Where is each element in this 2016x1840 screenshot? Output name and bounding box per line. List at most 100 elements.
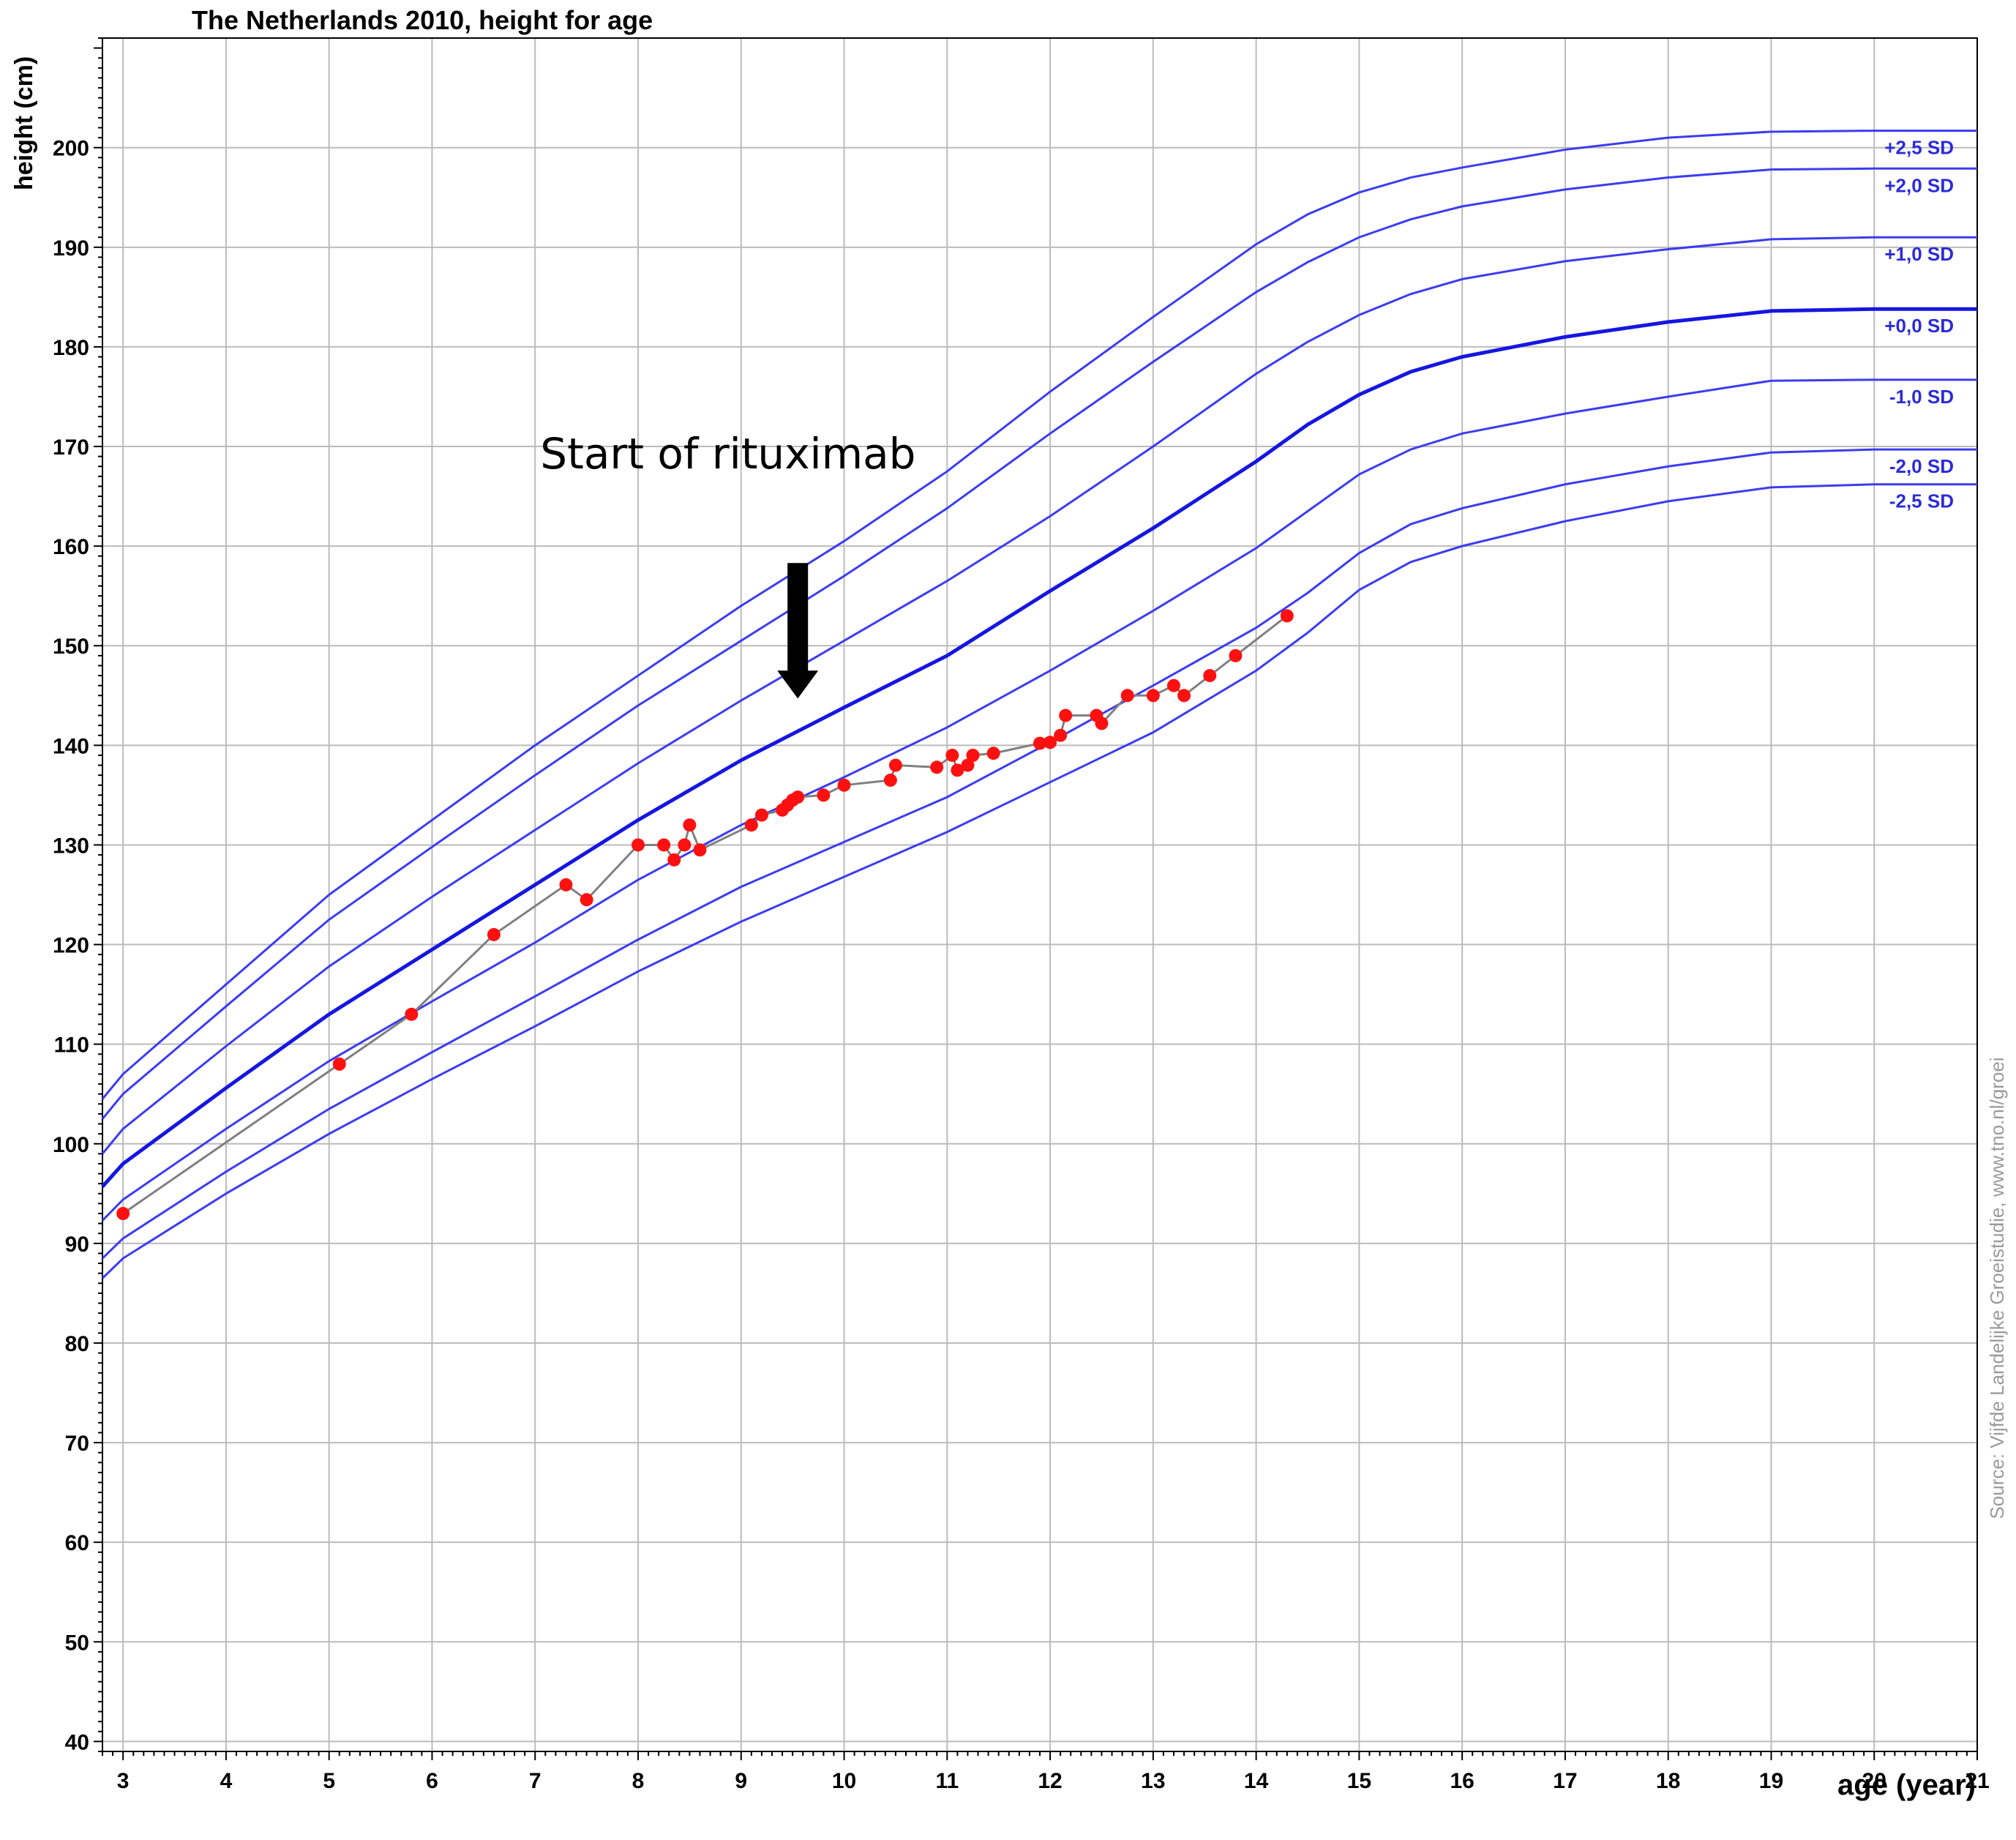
y-tick-label: 200 bbox=[53, 137, 89, 161]
sd-curve bbox=[101, 130, 1977, 1100]
data-point bbox=[744, 818, 758, 832]
data-point bbox=[791, 790, 805, 804]
sd-curve-label: -2,0 SD bbox=[1889, 455, 1954, 477]
data-point bbox=[1177, 689, 1191, 703]
y-tick-label: 90 bbox=[65, 1233, 89, 1257]
x-tick-label: 12 bbox=[1038, 1769, 1062, 1793]
x-tick-label: 18 bbox=[1656, 1769, 1680, 1793]
data-point bbox=[986, 747, 1000, 760]
data-point bbox=[487, 927, 501, 941]
x-tick-label: 11 bbox=[935, 1769, 959, 1793]
x-tick-label: 3 bbox=[117, 1769, 130, 1793]
source-credit: Source: Vijfde Landelijke Groeistudie, w… bbox=[1986, 1057, 2008, 1519]
x-tick-label: 20 bbox=[1862, 1769, 1886, 1793]
y-tick-label: 150 bbox=[53, 635, 89, 659]
annotation-group: Start of rituximab bbox=[540, 429, 916, 699]
x-tick-label: 4 bbox=[220, 1769, 233, 1793]
sd-labels: +2,5 SD +2,0 SD +1,0 SD +0,0 SD -1,0 SD -2,0 … bbox=[1884, 137, 1954, 512]
data-point bbox=[754, 808, 768, 822]
x-tick-label: 16 bbox=[1450, 1769, 1474, 1793]
x-tick-label: 13 bbox=[1141, 1769, 1165, 1793]
y-tick-label: 50 bbox=[65, 1631, 89, 1655]
sd-curve-label: +2,0 SD bbox=[1884, 174, 1954, 196]
sd-curve-label: +2,5 SD bbox=[1884, 137, 1954, 159]
y-tick-label: 190 bbox=[53, 236, 89, 261]
x-tick-label: 5 bbox=[323, 1769, 335, 1793]
data-point bbox=[580, 893, 593, 907]
data-point bbox=[817, 788, 831, 802]
data-point bbox=[657, 838, 671, 852]
data-point bbox=[1043, 736, 1057, 749]
data-point bbox=[1146, 689, 1160, 703]
y-tick-label: 130 bbox=[53, 834, 89, 858]
sd-curve bbox=[101, 307, 1977, 1188]
annotation-arrow bbox=[777, 563, 819, 699]
x-tick-label: 15 bbox=[1347, 1769, 1371, 1793]
x-tick-label: 10 bbox=[832, 1769, 856, 1793]
data-point bbox=[683, 818, 697, 832]
data-point bbox=[1280, 609, 1294, 623]
data-point bbox=[1229, 648, 1243, 662]
data-point bbox=[888, 758, 902, 772]
data-point bbox=[405, 1007, 419, 1021]
data-point bbox=[1167, 678, 1180, 692]
data-point bbox=[332, 1057, 346, 1071]
chart-title: The Netherlands 2010, height for age bbox=[192, 5, 653, 35]
y-tick-labels: 40 50 60 70 80 90 100 110 120 130 140 150 160 170 180 1… bbox=[53, 137, 89, 1755]
data-point bbox=[1054, 728, 1068, 742]
data-point bbox=[966, 748, 980, 762]
sd-curve-label: +0,0 SD bbox=[1884, 315, 1954, 337]
x-tick-label: 21 bbox=[1965, 1769, 1989, 1793]
axis-ticks bbox=[94, 37, 1978, 1760]
sd-curve-label: -2,5 SD bbox=[1889, 490, 1954, 512]
y-tick-label: 160 bbox=[53, 535, 89, 559]
y-tick-label: 80 bbox=[65, 1332, 89, 1356]
x-tick-label: 7 bbox=[529, 1769, 542, 1793]
data-point bbox=[1033, 736, 1046, 750]
x-tick-labels: 3 4 5 6 7 8 9 10 11 12 13 14 15 16 17 18 19 20 21 bbox=[117, 1769, 1990, 1793]
measurement-series bbox=[116, 609, 1294, 1221]
y-tick-label: 70 bbox=[65, 1432, 89, 1456]
data-point bbox=[693, 843, 707, 857]
sd-curve bbox=[101, 167, 1977, 1120]
data-point bbox=[945, 748, 959, 762]
y-axis-label: height (cm) bbox=[10, 56, 38, 190]
x-tick-label: 14 bbox=[1244, 1769, 1269, 1793]
x-tick-label: 8 bbox=[632, 1769, 645, 1793]
data-point bbox=[116, 1207, 130, 1221]
x-tick-label: 19 bbox=[1759, 1769, 1783, 1793]
data-point bbox=[883, 773, 897, 787]
sd-curve-label: +1,0 SD bbox=[1884, 243, 1954, 265]
x-axis-label: age (year) bbox=[1837, 1769, 1976, 1801]
y-tick-label: 60 bbox=[65, 1531, 89, 1555]
annotation-label: Start of rituximab bbox=[540, 429, 915, 479]
x-tick-label: 9 bbox=[735, 1769, 747, 1793]
x-tick-label: 6 bbox=[426, 1769, 438, 1793]
sd-curve bbox=[101, 236, 1977, 1155]
data-point bbox=[632, 838, 645, 852]
y-tick-label: 100 bbox=[53, 1133, 89, 1157]
x-tick-label: 17 bbox=[1553, 1769, 1577, 1793]
y-tick-label: 180 bbox=[53, 336, 89, 360]
sd-curve bbox=[101, 378, 1977, 1222]
data-point bbox=[1059, 708, 1073, 722]
y-tick-label: 170 bbox=[53, 435, 89, 460]
data-point bbox=[559, 878, 573, 891]
data-point bbox=[837, 778, 851, 792]
data-point bbox=[678, 838, 692, 852]
sd-curve bbox=[101, 483, 1977, 1279]
data-point bbox=[930, 760, 944, 774]
data-point bbox=[667, 853, 681, 867]
sd-curve-label: -1,0 SD bbox=[1889, 386, 1954, 408]
y-tick-label: 110 bbox=[54, 1033, 89, 1058]
data-point bbox=[951, 763, 964, 777]
data-point bbox=[1203, 669, 1217, 683]
data-point bbox=[1120, 689, 1134, 703]
data-point bbox=[961, 758, 975, 772]
grid bbox=[102, 38, 1978, 1751]
y-tick-label: 40 bbox=[65, 1730, 89, 1754]
y-tick-label: 140 bbox=[53, 734, 89, 758]
data-point bbox=[1095, 717, 1109, 730]
